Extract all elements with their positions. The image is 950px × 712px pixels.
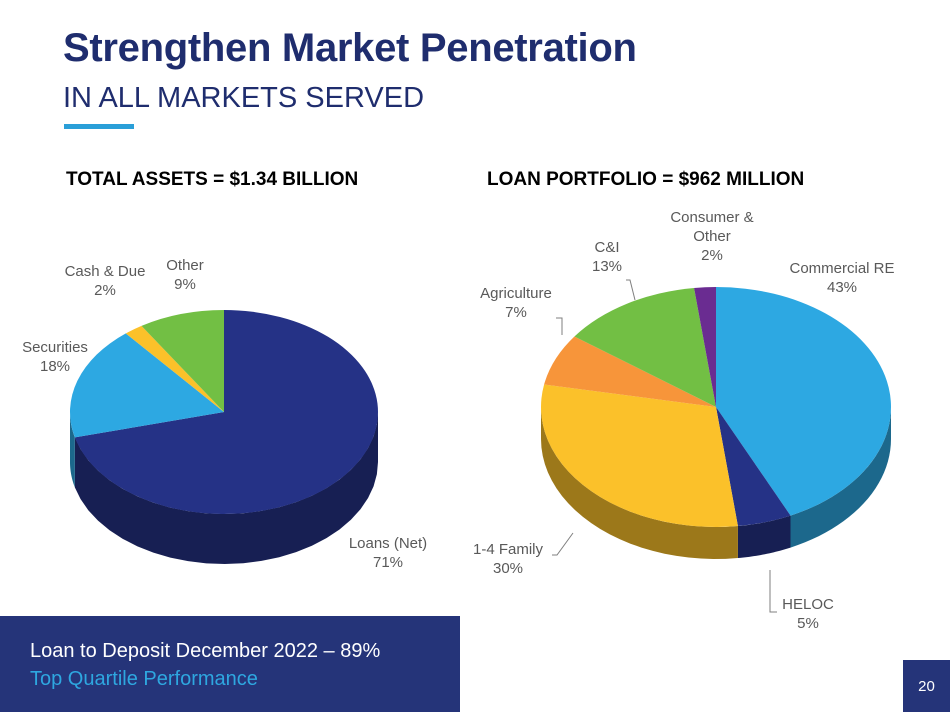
slice-value-other: 9% [174,276,196,293]
slice-label-heloc: HELOC [782,596,834,613]
slice-value-consumer-other: 2% [701,247,723,264]
slice-label-loans-net: Loans (Net) [349,535,427,552]
slice-value-cash-due: 2% [94,282,116,299]
pie-slice-loans-net [74,310,378,515]
slice-label-securities: Securities [22,339,88,356]
slice-value-securities: 18% [40,358,70,375]
slice-label-commercial-re: Commercial RE [789,260,894,277]
pie-slice-securities [70,333,224,438]
slice-value-commercial-re: 43% [827,279,857,296]
page-title: Strengthen Market Penetration [63,26,637,70]
leader-line-1-4-family [552,532,574,556]
slice-label-consumer-other-2: Other [693,228,731,245]
loan-portfolio-chart-title: LOAN PORTFOLIO = $962 MILLION [487,169,805,190]
slice-value-heloc: 5% [797,615,819,632]
slice-label-consumer-other-1: Consumer & [670,209,753,226]
slice-label-other: Other [166,257,204,274]
total-assets-pie-chart: Loans (Net) 71% Securities 18% Cash & Due 2% O… [22,257,427,571]
loan-to-deposit-text: Loan to Deposit December 2022 – 89% [30,640,381,662]
top-quartile-text: Top Quartile Performance [30,668,258,690]
pie-side-loans-net [74,412,378,564]
pie-side-commercial-re [790,407,891,548]
footer-banner [0,616,460,712]
page-number: 20 [903,660,950,712]
pie-slice-other [141,310,224,412]
slice-value-agriculture: 7% [505,304,527,321]
pie-slice-c-i [574,287,716,407]
total-assets-chart-title: TOTAL ASSETS = $1.34 BILLION [66,169,359,190]
pie-slice-consumer-other [694,287,716,407]
slice-label-c-i: C&I [594,239,619,256]
slice-label-agriculture: Agriculture [480,285,552,302]
pie-side-1-4-family [541,407,738,559]
pie-side-heloc [737,515,791,559]
pie-slice-cash-due [125,325,224,412]
slice-value-c-i: 13% [592,258,622,275]
slice-value-1-4-family: 30% [493,560,523,577]
slice-label-cash-due: Cash & Due [65,263,146,280]
pie-slice-commercial-re [716,287,891,516]
pie-slice-1-4-family [541,384,738,527]
pie-slice-agriculture [544,336,716,407]
pie-side-securities [70,412,75,488]
slice-value-loans-net: 71% [373,554,403,571]
pie-slice-heloc [716,407,791,527]
leader-line-heloc [769,570,777,613]
leader-line-c-i [626,279,636,301]
accent-bar [64,124,134,129]
slice-label-1-4-family: 1-4 Family [473,541,544,558]
loan-portfolio-pie-chart: Commercial RE 43% HELOC 5% 1-4 Family 30% Agri… [473,209,895,632]
leader-line-agriculture [556,317,563,335]
page-subtitle: IN ALL MARKETS SERVED [63,82,425,114]
